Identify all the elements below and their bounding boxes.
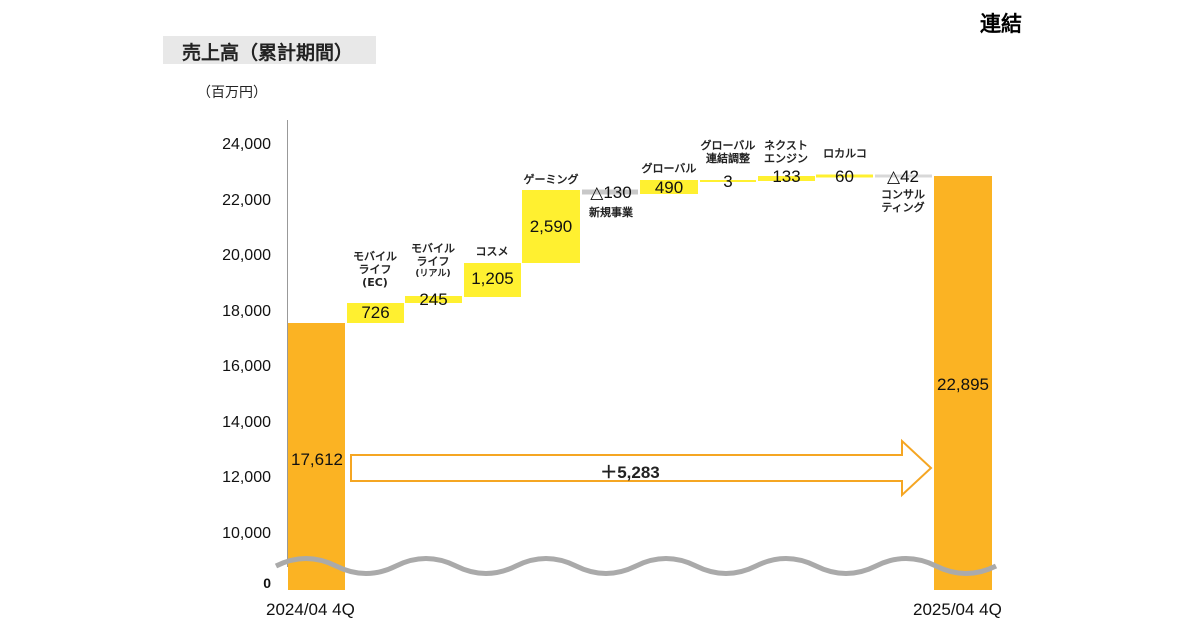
value-mobile-life-real: 245 — [419, 290, 448, 309]
label-mobile-life-ec: モバイル ライフ (EC) — [353, 250, 397, 289]
bar-mobile-life-real — [405, 296, 462, 303]
value-next-engine: 133 — [772, 167, 801, 186]
value-localco: 60 — [835, 167, 854, 186]
label-gaming: ゲーミング — [523, 173, 579, 186]
ytick-zero: 0 — [263, 575, 271, 591]
label-global-consolidation: グローバル 連結調整 — [700, 139, 756, 165]
x-label-end: 2025/04 4Q — [913, 600, 1002, 619]
label-mobile-life-real: モバイル ライフ (リアル) — [411, 242, 455, 279]
value-mobile-life-ec: 726 — [361, 303, 390, 322]
label-next-engine: ネクスト エンジン — [764, 139, 808, 165]
chart-title: 売上高（累計期間） — [182, 42, 354, 64]
ytick: 16,000 — [222, 358, 271, 375]
ytick: 20,000 — [222, 247, 271, 264]
title-background — [163, 36, 376, 64]
value-end: 22,895 — [937, 375, 989, 394]
label-cosme: コスメ — [475, 245, 509, 258]
ytick: 12,000 — [222, 469, 271, 486]
label-localco: ロカルコ — [823, 147, 867, 160]
bar-next-engine — [758, 176, 815, 181]
x-label-start: 2024/04 4Q — [266, 600, 355, 619]
bar-cosme — [464, 263, 521, 297]
scope-label: 連結 — [980, 12, 1022, 36]
value-consulting: △42 — [887, 167, 919, 186]
ytick: 14,000 — [222, 414, 271, 431]
ytick: 22,000 — [222, 192, 271, 209]
label-consulting: コンサル ティング — [881, 188, 925, 214]
label-new-business: 新規事業 — [589, 206, 633, 219]
unit-label: （百万円） — [197, 85, 267, 101]
bar-global — [640, 180, 698, 194]
value-global: 490 — [654, 178, 684, 197]
label-global: グローバル — [641, 162, 697, 175]
bar-gaming — [522, 190, 580, 263]
bar-start — [288, 323, 345, 590]
value-global-consolidation: 3 — [723, 172, 733, 191]
value-cosme: 1,205 — [471, 269, 514, 288]
value-start: 17,612 — [291, 450, 343, 469]
ytick: 10,000 — [222, 525, 271, 542]
value-gaming: 2,590 — [529, 217, 573, 236]
y-axis — [287, 120, 288, 567]
ytick: 24,000 — [222, 136, 271, 153]
total-change-label: ＋5,283 — [600, 463, 660, 482]
ytick: 18,000 — [222, 303, 271, 320]
bar-mobile-life-ec — [347, 303, 404, 323]
value-new-business: △130 — [590, 183, 632, 202]
bar-end — [934, 176, 992, 590]
